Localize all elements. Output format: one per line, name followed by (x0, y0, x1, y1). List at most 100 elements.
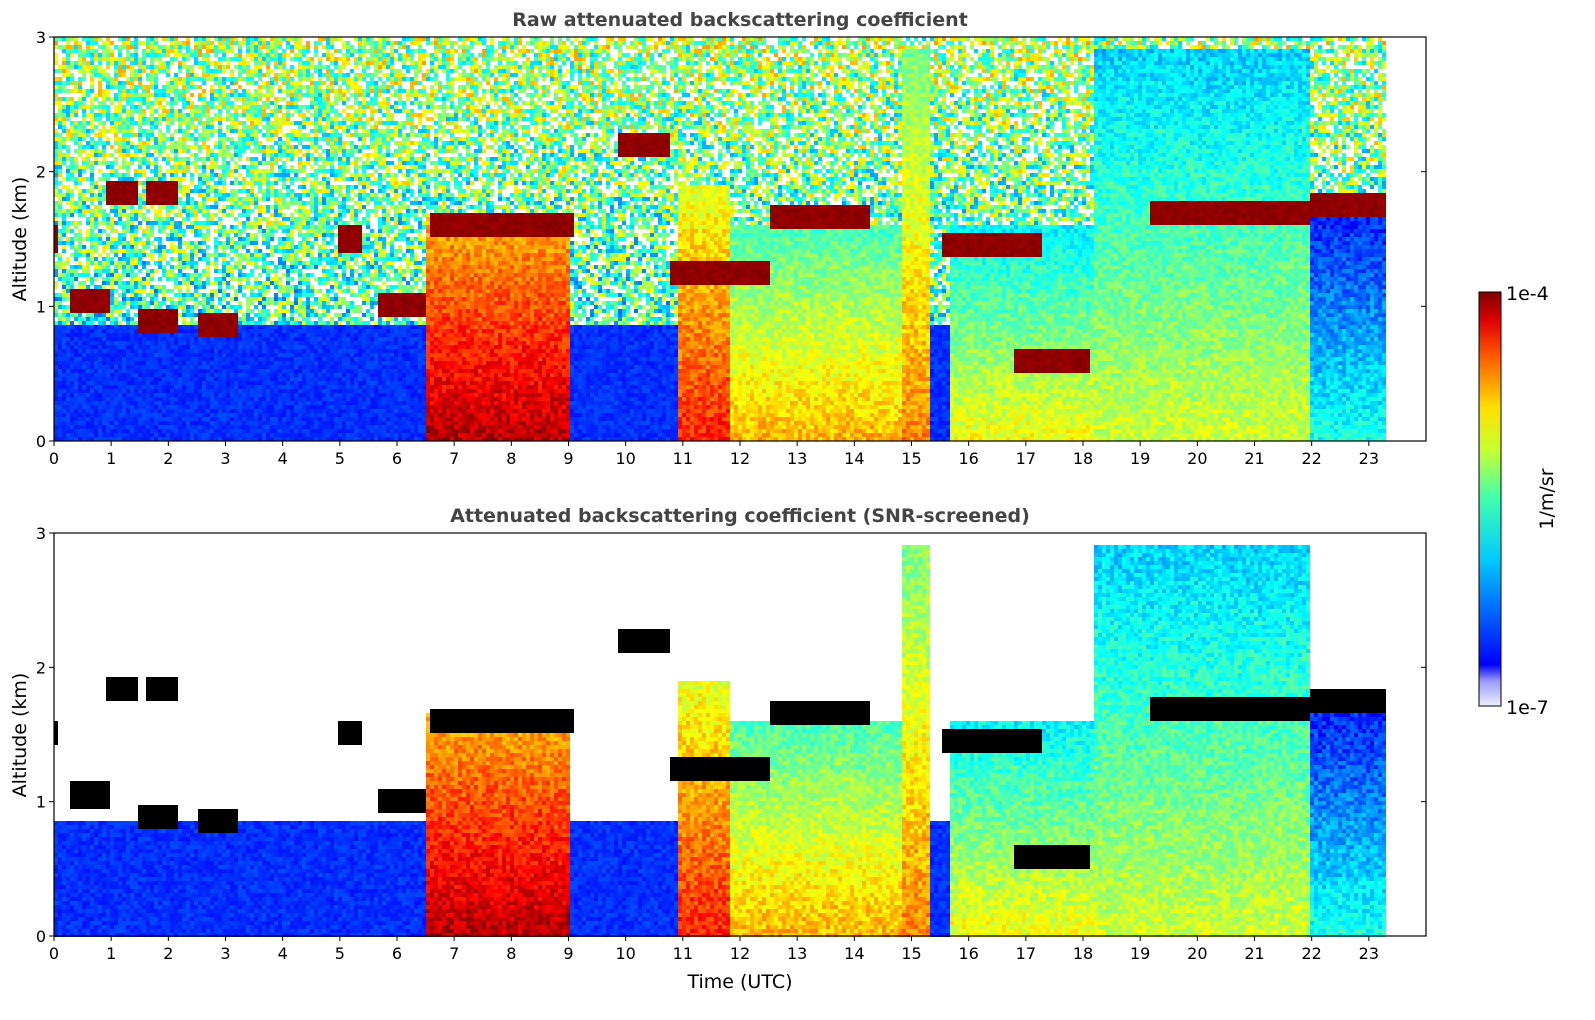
heatmap-cell (66, 313, 70, 317)
heatmap-cell (70, 193, 74, 197)
heatmap-cell (58, 305, 62, 309)
heatmap-cell (82, 297, 86, 301)
heatmap-cell (82, 433, 86, 437)
heatmap-cell (66, 57, 70, 61)
heatmap-cell (70, 353, 74, 357)
heatmap-cell (70, 265, 74, 269)
heatmap-cell (74, 429, 78, 433)
heatmap-cell (62, 405, 66, 409)
heatmap-cell (62, 61, 66, 65)
heatmap-cell (58, 133, 62, 137)
heatmap-cell (70, 133, 74, 137)
heatmap-cell (78, 297, 82, 301)
heatmap-cell (86, 285, 90, 289)
heatmap-cell (82, 321, 86, 325)
heatmap-cell (86, 197, 90, 201)
heatmap-cell (58, 341, 62, 345)
heatmap-cell (78, 241, 82, 245)
heatmap-cell (62, 429, 66, 433)
heatmap-cell (86, 189, 90, 193)
heatmap-cell (82, 245, 86, 249)
heatmap-cell (66, 61, 70, 65)
heatmap-cell (82, 97, 86, 101)
heatmap-cell (82, 401, 86, 405)
heatmap-cell (78, 77, 82, 81)
heatmap-cell (74, 309, 78, 313)
heatmap-cell (78, 205, 82, 209)
heatmap-cell (58, 425, 62, 429)
heatmap-cell (62, 401, 66, 405)
heatmap-cell (62, 85, 66, 89)
heatmap-cell (78, 69, 82, 73)
heatmap-cell (62, 141, 66, 145)
heatmap-cell (62, 185, 66, 189)
heatmap-cell (66, 393, 70, 397)
heatmap-cell (66, 349, 70, 353)
heatmap-cell (62, 345, 66, 349)
heatmap-cell (78, 313, 82, 317)
heatmap-cell (58, 313, 62, 317)
heatmap-cell (74, 421, 78, 425)
heatmap-cell (82, 369, 86, 373)
heatmap-cell (82, 157, 86, 161)
heatmap-cell (58, 85, 62, 89)
heatmap-cell (78, 381, 82, 385)
heatmap-cell (86, 129, 90, 133)
heatmap-cell (86, 177, 90, 181)
heatmap-cell (70, 365, 74, 369)
heatmap-cell (82, 405, 86, 409)
heatmap-cell (58, 329, 62, 333)
heatmap-cell (66, 369, 70, 373)
heatmap-cell (74, 405, 78, 409)
heatmap-cell (74, 89, 78, 93)
heatmap-cell (78, 165, 82, 169)
heatmap-cell (82, 161, 86, 165)
heatmap-cell (58, 121, 62, 125)
heatmap-cell (66, 341, 70, 345)
heatmap-cell (62, 157, 66, 161)
heatmap-cell (62, 153, 66, 157)
heatmap-cell (58, 125, 62, 129)
heatmap-cell (86, 157, 90, 161)
heatmap-cell (78, 53, 82, 57)
heatmap-cell (58, 137, 62, 141)
heatmap-cell (74, 121, 78, 125)
heatmap-cell (86, 289, 90, 293)
heatmap-cell (86, 141, 90, 145)
heatmap-cell (82, 89, 86, 93)
heatmap-cell (58, 141, 62, 145)
heatmap-cell (82, 93, 86, 97)
heatmap-cell (86, 205, 90, 209)
heatmap-cell (62, 109, 66, 113)
heatmap-cell (78, 197, 82, 201)
heatmap-cell (62, 389, 66, 393)
heatmap-cell (74, 129, 78, 133)
heatmap-cell (82, 329, 86, 333)
heatmap-cell (82, 109, 86, 113)
heatmap-cell (78, 361, 82, 365)
heatmap-cell (74, 41, 78, 45)
heatmap-cell (74, 397, 78, 401)
heatmap-cell (82, 189, 86, 193)
heatmap-cell (70, 209, 74, 213)
heatmap-cell (78, 417, 82, 421)
heatmap-cell (58, 173, 62, 177)
heatmap-cell (66, 149, 70, 153)
heatmap-cell (74, 337, 78, 341)
heatmap-cell (74, 249, 78, 253)
heatmap-cell (66, 101, 70, 105)
heatmap-cell (82, 365, 86, 369)
heatmap-cell (62, 369, 66, 373)
heatmap-cell (82, 265, 86, 269)
heatmap-cell (58, 145, 62, 149)
heatmap-cell (58, 189, 62, 193)
heatmap-cell (86, 121, 90, 125)
heatmap-cell (58, 317, 62, 321)
heatmap-cell (86, 93, 90, 97)
heatmap-cell (70, 373, 74, 377)
heatmap-cell (58, 77, 62, 81)
heatmap-cell (82, 149, 86, 153)
heatmap-cell (74, 141, 78, 145)
heatmap-cell (86, 133, 90, 137)
heatmap-cell (62, 89, 66, 93)
